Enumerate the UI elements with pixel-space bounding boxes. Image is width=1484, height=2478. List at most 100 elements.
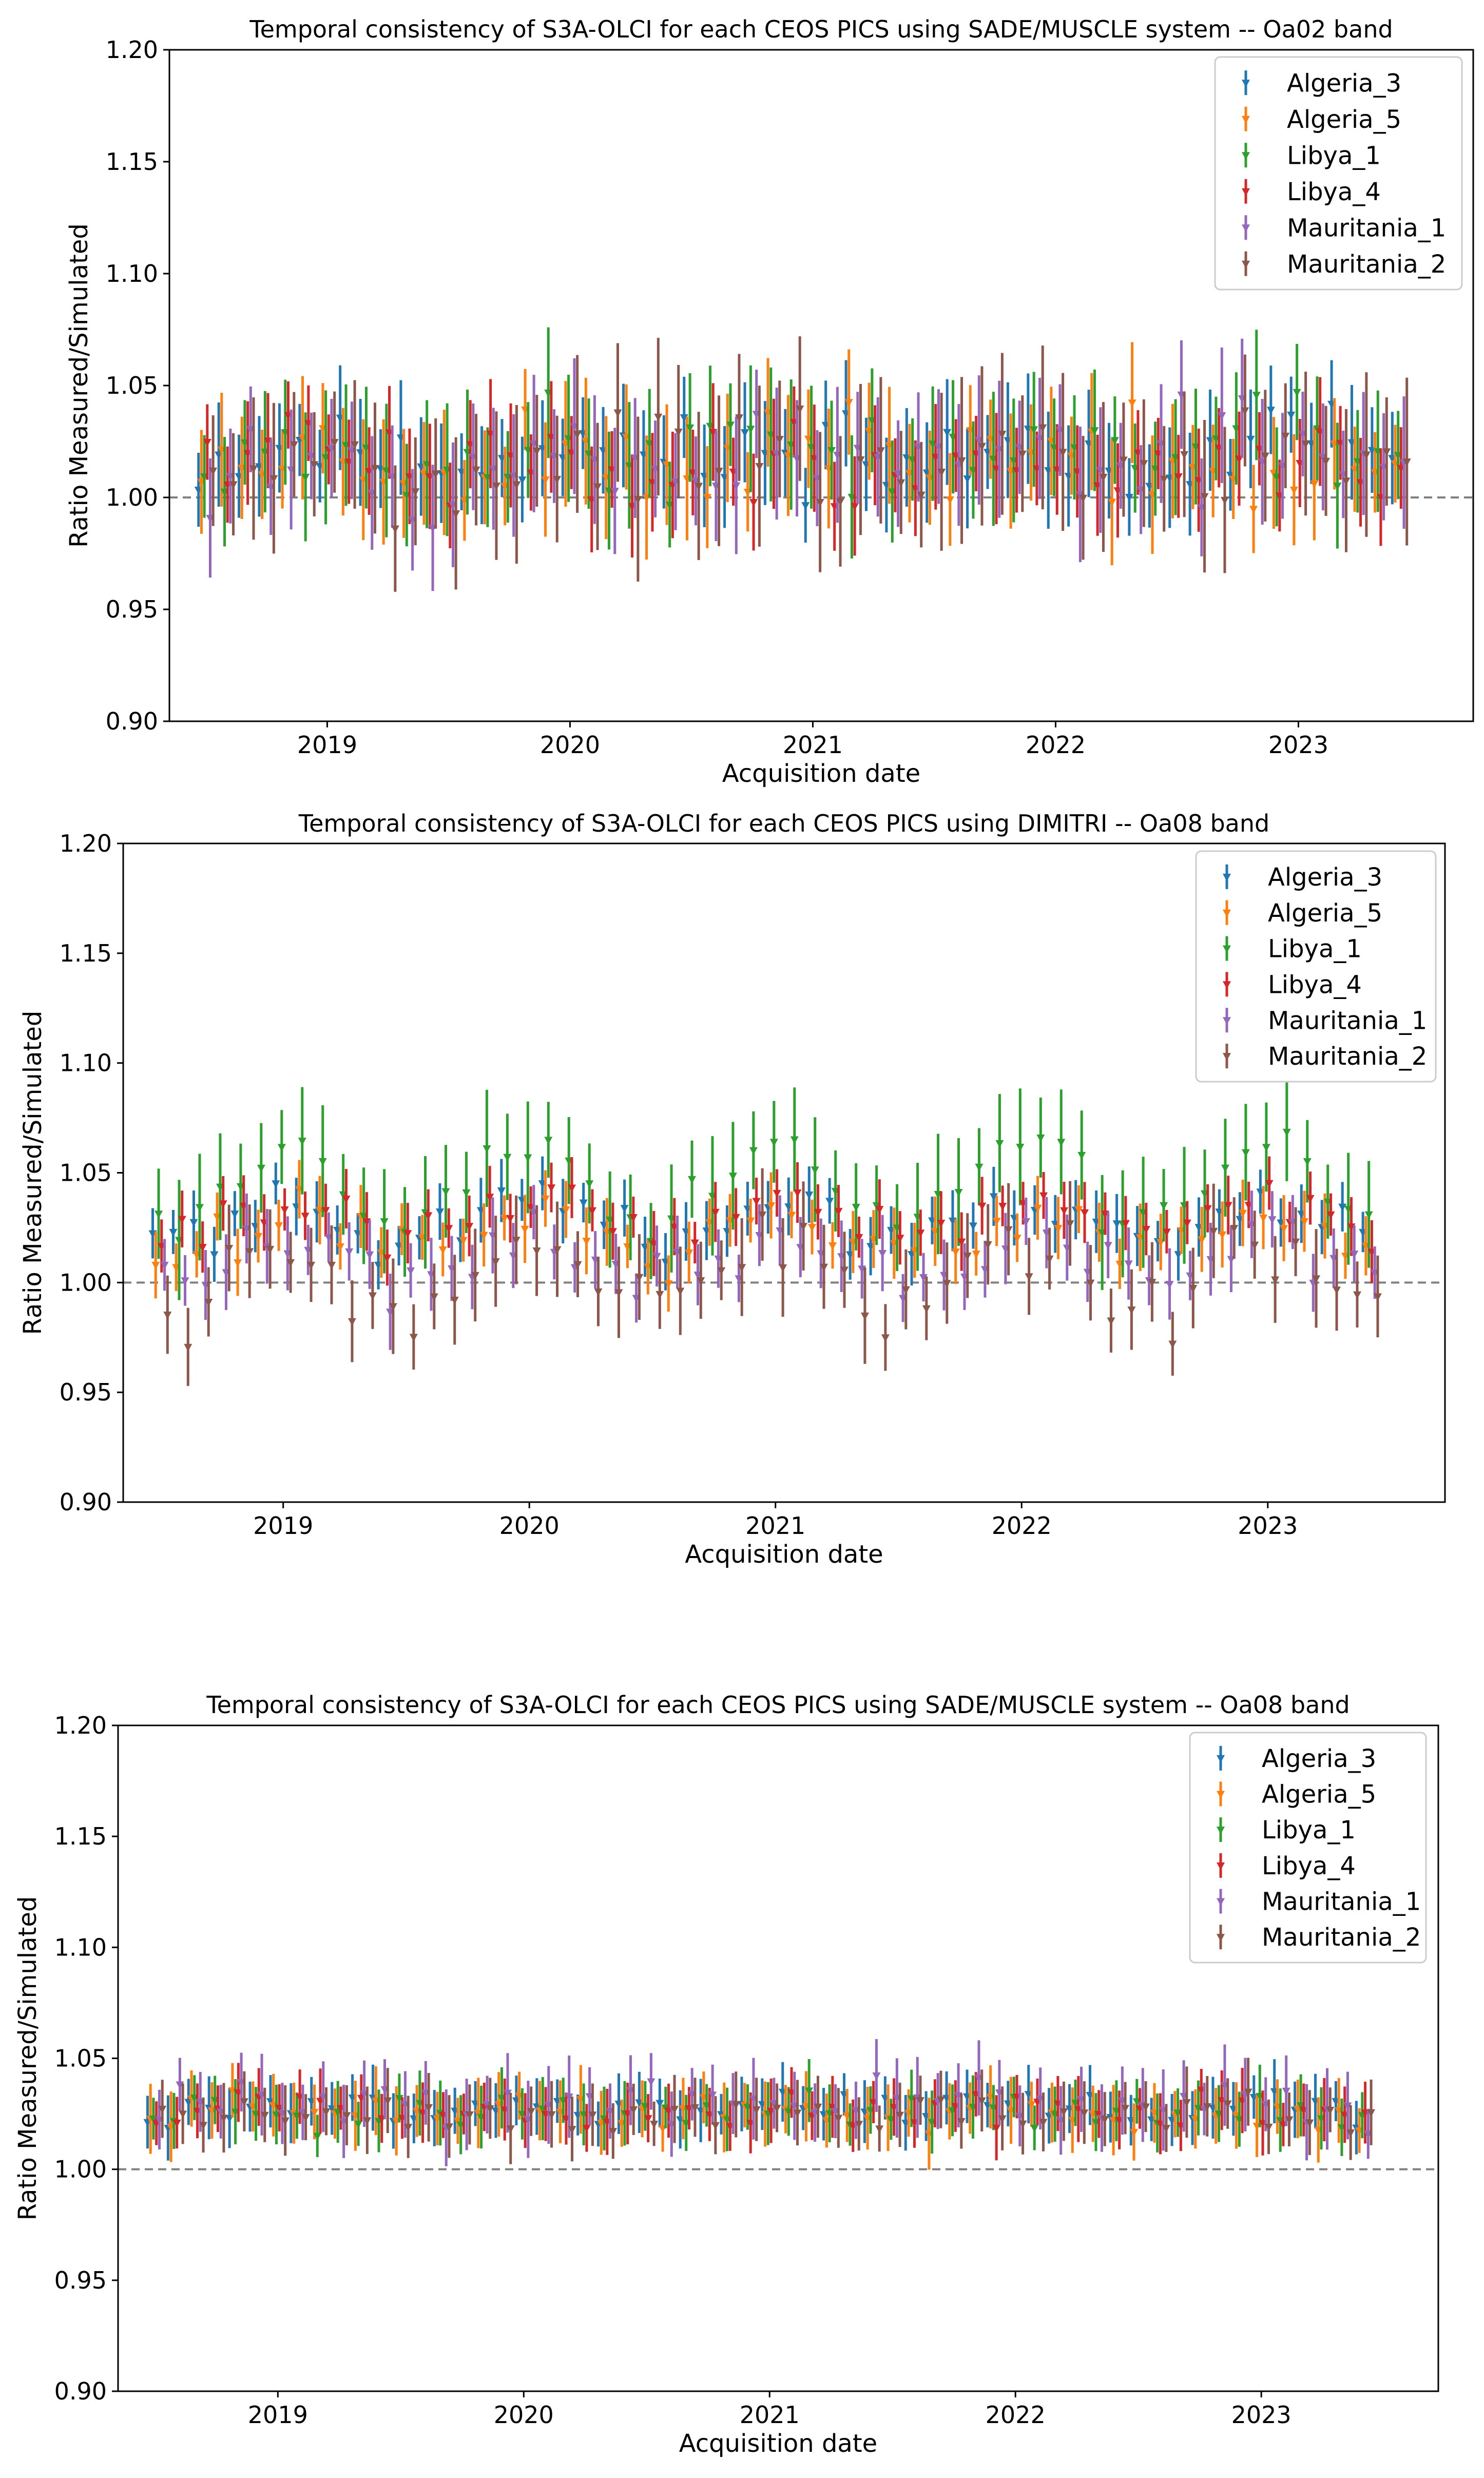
data-point xyxy=(1059,2108,1068,2116)
series-algeria-5 xyxy=(146,2063,1364,2170)
data-point xyxy=(808,1224,817,1232)
series-mauritania-1 xyxy=(206,338,1409,591)
data-point xyxy=(1054,1225,1063,1233)
data-point xyxy=(811,1166,819,1175)
data-point xyxy=(532,1247,541,1256)
data-point xyxy=(1326,1211,1335,1219)
legend-marker xyxy=(1242,224,1250,233)
y-tick-label: 0.90 xyxy=(106,707,158,735)
data-marks xyxy=(194,327,1411,592)
data-point xyxy=(532,448,541,456)
data-point xyxy=(210,1251,219,1259)
data-point xyxy=(1016,1143,1025,1151)
data-point xyxy=(1022,1218,1030,1226)
data-point xyxy=(1066,1220,1074,1228)
data-point xyxy=(728,1173,737,1181)
data-point xyxy=(676,1288,685,1296)
data-point xyxy=(752,2106,761,2115)
chart-panel-2: Temporal consistency of S3A-OLCI for eac… xyxy=(18,810,1446,1569)
data-point xyxy=(307,1261,316,1270)
legend-marker xyxy=(1242,152,1250,160)
data-point xyxy=(313,2133,322,2141)
data-point xyxy=(656,2100,664,2108)
data-point xyxy=(1203,2103,1211,2111)
data-point xyxy=(635,1274,644,1282)
data-point xyxy=(796,405,804,413)
data-point xyxy=(234,1259,242,1267)
data-point xyxy=(984,1241,992,1249)
data-point xyxy=(1300,1218,1309,1226)
data-point xyxy=(1230,1225,1239,1233)
data-point xyxy=(755,463,764,471)
data-point xyxy=(1127,1307,1136,1315)
data-point xyxy=(541,476,550,485)
data-point xyxy=(1030,2124,1039,2133)
data-point xyxy=(875,1206,884,1214)
legend-label: Algeria_3 xyxy=(1268,863,1382,892)
data-point xyxy=(688,1176,697,1184)
data-point xyxy=(322,2108,331,2116)
data-point xyxy=(992,2124,1001,2133)
data-point xyxy=(773,2104,781,2112)
data-point xyxy=(1266,407,1275,415)
data-point xyxy=(1303,1158,1312,1166)
x-tick-label: 2021 xyxy=(740,2401,800,2429)
data-point xyxy=(1033,1204,1042,1213)
data-point xyxy=(562,1206,570,1214)
data-point xyxy=(459,1237,468,1245)
data-point xyxy=(1174,473,1183,481)
data-point xyxy=(609,2128,618,2136)
data-point xyxy=(588,1207,596,1215)
legend-item: Algeria_3 xyxy=(1242,69,1401,98)
data-point xyxy=(790,1136,799,1144)
data-point xyxy=(219,1200,227,1208)
data-point xyxy=(936,2096,945,2104)
data-point xyxy=(957,457,966,465)
chart-panel-1: Temporal consistency of S3A-OLCI for eac… xyxy=(65,15,1474,788)
data-point xyxy=(579,1199,588,1207)
series-mauritania-2 xyxy=(163,1168,1382,1386)
x-axis-label: Acquisition date xyxy=(685,1540,883,1569)
y-tick-label: 1.20 xyxy=(106,36,158,64)
data-point xyxy=(647,2078,656,2086)
data-marks xyxy=(148,1082,1382,1386)
chart-title: Temporal consistency of S3A-OLCI for eac… xyxy=(298,810,1269,837)
data-point xyxy=(486,2105,494,2113)
data-point xyxy=(582,2124,591,2133)
data-point xyxy=(1101,2116,1109,2124)
data-point xyxy=(855,1234,863,1242)
data-point xyxy=(512,481,521,489)
data-point xyxy=(565,2093,573,2102)
data-point xyxy=(1362,451,1371,459)
data-point xyxy=(1333,1286,1341,1295)
y-tick-label: 1.05 xyxy=(106,372,158,399)
data-point xyxy=(345,1248,354,1256)
data-point xyxy=(371,465,379,473)
data-point xyxy=(752,1198,761,1206)
data-point xyxy=(286,1259,295,1267)
y-tick-label: 1.20 xyxy=(60,830,112,857)
data-point xyxy=(1259,1214,1268,1222)
data-point xyxy=(957,2118,966,2126)
data-point xyxy=(245,1248,254,1256)
data-point xyxy=(573,431,582,439)
legend-item: Libya_1 xyxy=(1242,141,1381,170)
data-point xyxy=(1180,451,1189,459)
legend-marker xyxy=(1217,1898,1225,1906)
data-point xyxy=(431,470,440,478)
legend-label: Mauritania_2 xyxy=(1268,1042,1427,1071)
data-point xyxy=(1148,1279,1157,1287)
data-point xyxy=(158,2105,167,2114)
data-point xyxy=(318,1158,327,1166)
y-tick-label: 1.10 xyxy=(60,1049,112,1077)
data-point xyxy=(954,1188,963,1197)
data-point xyxy=(486,1194,494,1202)
data-point xyxy=(793,1189,802,1197)
data-point xyxy=(937,469,946,477)
data-point xyxy=(327,1261,336,1270)
data-point xyxy=(844,399,853,407)
data-point xyxy=(852,1203,860,1212)
data-point xyxy=(593,483,602,491)
data-point xyxy=(1079,494,1088,503)
y-tick-label: 1.00 xyxy=(60,1269,112,1296)
